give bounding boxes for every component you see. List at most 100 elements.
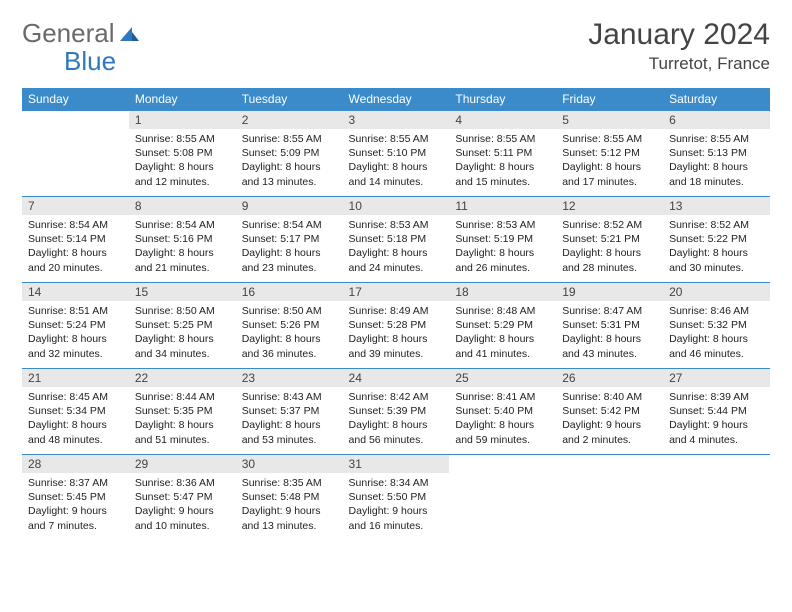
day-number: 14: [22, 283, 129, 301]
weekday-header: Friday: [556, 88, 663, 111]
weekday-header: Monday: [129, 88, 236, 111]
day-details: Sunrise: 8:55 AMSunset: 5:10 PMDaylight:…: [343, 129, 450, 193]
weekday-header: Sunday: [22, 88, 129, 111]
day-details: Sunrise: 8:47 AMSunset: 5:31 PMDaylight:…: [556, 301, 663, 365]
day-details: Sunrise: 8:50 AMSunset: 5:26 PMDaylight:…: [236, 301, 343, 365]
page-header: General January 2024 Turretot, France: [22, 18, 770, 74]
weekday-header: Saturday: [663, 88, 770, 111]
calendar-cell: 14Sunrise: 8:51 AMSunset: 5:24 PMDayligh…: [22, 283, 129, 369]
calendar-cell: 11Sunrise: 8:53 AMSunset: 5:19 PMDayligh…: [449, 197, 556, 283]
day-details: Sunrise: 8:34 AMSunset: 5:50 PMDaylight:…: [343, 473, 450, 537]
day-number: 27: [663, 369, 770, 387]
calendar-cell: 13Sunrise: 8:52 AMSunset: 5:22 PMDayligh…: [663, 197, 770, 283]
day-number: 31: [343, 455, 450, 473]
calendar-cell: 7Sunrise: 8:54 AMSunset: 5:14 PMDaylight…: [22, 197, 129, 283]
day-details: Sunrise: 8:48 AMSunset: 5:29 PMDaylight:…: [449, 301, 556, 365]
day-details: Sunrise: 8:53 AMSunset: 5:18 PMDaylight:…: [343, 215, 450, 279]
calendar-row: 7Sunrise: 8:54 AMSunset: 5:14 PMDaylight…: [22, 197, 770, 283]
calendar-cell: 1Sunrise: 8:55 AMSunset: 5:08 PMDaylight…: [129, 111, 236, 197]
day-details: Sunrise: 8:55 AMSunset: 5:09 PMDaylight:…: [236, 129, 343, 193]
day-number: 11: [449, 197, 556, 215]
calendar-cell: 26Sunrise: 8:40 AMSunset: 5:42 PMDayligh…: [556, 369, 663, 455]
calendar-cell: 10Sunrise: 8:53 AMSunset: 5:18 PMDayligh…: [343, 197, 450, 283]
day-number: 9: [236, 197, 343, 215]
calendar-cell: [449, 455, 556, 541]
calendar-cell: 3Sunrise: 8:55 AMSunset: 5:10 PMDaylight…: [343, 111, 450, 197]
brand-logo: General: [22, 18, 143, 49]
brand-logo-line2: Blue: [22, 46, 116, 77]
day-details: Sunrise: 8:54 AMSunset: 5:17 PMDaylight:…: [236, 215, 343, 279]
weekday-header: Tuesday: [236, 88, 343, 111]
calendar-row: 1Sunrise: 8:55 AMSunset: 5:08 PMDaylight…: [22, 111, 770, 197]
day-details: Sunrise: 8:42 AMSunset: 5:39 PMDaylight:…: [343, 387, 450, 451]
day-number: 1: [129, 111, 236, 129]
brand-part1: General: [22, 18, 115, 49]
day-details: Sunrise: 8:39 AMSunset: 5:44 PMDaylight:…: [663, 387, 770, 451]
day-details: Sunrise: 8:51 AMSunset: 5:24 PMDaylight:…: [22, 301, 129, 365]
day-details: Sunrise: 8:36 AMSunset: 5:47 PMDaylight:…: [129, 473, 236, 537]
calendar-cell: 9Sunrise: 8:54 AMSunset: 5:17 PMDaylight…: [236, 197, 343, 283]
calendar-cell: 5Sunrise: 8:55 AMSunset: 5:12 PMDaylight…: [556, 111, 663, 197]
day-details: Sunrise: 8:53 AMSunset: 5:19 PMDaylight:…: [449, 215, 556, 279]
title-block: January 2024 Turretot, France: [588, 18, 770, 74]
location-text: Turretot, France: [588, 54, 770, 74]
day-number: 7: [22, 197, 129, 215]
brand-part2: Blue: [64, 46, 116, 77]
calendar-row: 28Sunrise: 8:37 AMSunset: 5:45 PMDayligh…: [22, 455, 770, 541]
day-details: Sunrise: 8:52 AMSunset: 5:22 PMDaylight:…: [663, 215, 770, 279]
day-number: 18: [449, 283, 556, 301]
day-number: 21: [22, 369, 129, 387]
day-details: Sunrise: 8:55 AMSunset: 5:11 PMDaylight:…: [449, 129, 556, 193]
brand-triangle-icon: [119, 23, 141, 45]
day-number: 4: [449, 111, 556, 129]
calendar-cell: 31Sunrise: 8:34 AMSunset: 5:50 PMDayligh…: [343, 455, 450, 541]
day-details: Sunrise: 8:52 AMSunset: 5:21 PMDaylight:…: [556, 215, 663, 279]
day-details: Sunrise: 8:55 AMSunset: 5:12 PMDaylight:…: [556, 129, 663, 193]
calendar-row: 21Sunrise: 8:45 AMSunset: 5:34 PMDayligh…: [22, 369, 770, 455]
day-number: 8: [129, 197, 236, 215]
calendar-cell: 24Sunrise: 8:42 AMSunset: 5:39 PMDayligh…: [343, 369, 450, 455]
calendar-cell: 20Sunrise: 8:46 AMSunset: 5:32 PMDayligh…: [663, 283, 770, 369]
calendar-cell: 25Sunrise: 8:41 AMSunset: 5:40 PMDayligh…: [449, 369, 556, 455]
calendar-cell: [22, 111, 129, 197]
day-number: 15: [129, 283, 236, 301]
calendar-cell: 22Sunrise: 8:44 AMSunset: 5:35 PMDayligh…: [129, 369, 236, 455]
day-details: Sunrise: 8:37 AMSunset: 5:45 PMDaylight:…: [22, 473, 129, 537]
calendar-cell: 4Sunrise: 8:55 AMSunset: 5:11 PMDaylight…: [449, 111, 556, 197]
day-details: Sunrise: 8:44 AMSunset: 5:35 PMDaylight:…: [129, 387, 236, 451]
day-details: Sunrise: 8:54 AMSunset: 5:16 PMDaylight:…: [129, 215, 236, 279]
calendar-cell: 6Sunrise: 8:55 AMSunset: 5:13 PMDaylight…: [663, 111, 770, 197]
weekday-header-row: Sunday Monday Tuesday Wednesday Thursday…: [22, 88, 770, 111]
weekday-header: Thursday: [449, 88, 556, 111]
calendar-cell: 21Sunrise: 8:45 AMSunset: 5:34 PMDayligh…: [22, 369, 129, 455]
day-details: Sunrise: 8:41 AMSunset: 5:40 PMDaylight:…: [449, 387, 556, 451]
day-number: 12: [556, 197, 663, 215]
day-details: Sunrise: 8:55 AMSunset: 5:08 PMDaylight:…: [129, 129, 236, 193]
day-details: Sunrise: 8:40 AMSunset: 5:42 PMDaylight:…: [556, 387, 663, 451]
day-number: 13: [663, 197, 770, 215]
calendar-row: 14Sunrise: 8:51 AMSunset: 5:24 PMDayligh…: [22, 283, 770, 369]
calendar-cell: [556, 455, 663, 541]
calendar-cell: 18Sunrise: 8:48 AMSunset: 5:29 PMDayligh…: [449, 283, 556, 369]
day-number: 16: [236, 283, 343, 301]
calendar-cell: [663, 455, 770, 541]
day-number: 3: [343, 111, 450, 129]
calendar-cell: 19Sunrise: 8:47 AMSunset: 5:31 PMDayligh…: [556, 283, 663, 369]
day-details: Sunrise: 8:35 AMSunset: 5:48 PMDaylight:…: [236, 473, 343, 537]
day-number: 22: [129, 369, 236, 387]
calendar-cell: 28Sunrise: 8:37 AMSunset: 5:45 PMDayligh…: [22, 455, 129, 541]
day-details: Sunrise: 8:46 AMSunset: 5:32 PMDaylight:…: [663, 301, 770, 365]
day-details: Sunrise: 8:50 AMSunset: 5:25 PMDaylight:…: [129, 301, 236, 365]
month-title: January 2024: [588, 18, 770, 52]
day-details: Sunrise: 8:55 AMSunset: 5:13 PMDaylight:…: [663, 129, 770, 193]
calendar-table: Sunday Monday Tuesday Wednesday Thursday…: [22, 88, 770, 541]
day-number: 25: [449, 369, 556, 387]
calendar-cell: 30Sunrise: 8:35 AMSunset: 5:48 PMDayligh…: [236, 455, 343, 541]
day-number: 10: [343, 197, 450, 215]
day-details: Sunrise: 8:49 AMSunset: 5:28 PMDaylight:…: [343, 301, 450, 365]
calendar-cell: 15Sunrise: 8:50 AMSunset: 5:25 PMDayligh…: [129, 283, 236, 369]
day-number: 24: [343, 369, 450, 387]
day-number: 28: [22, 455, 129, 473]
day-details: Sunrise: 8:54 AMSunset: 5:14 PMDaylight:…: [22, 215, 129, 279]
calendar-cell: 8Sunrise: 8:54 AMSunset: 5:16 PMDaylight…: [129, 197, 236, 283]
